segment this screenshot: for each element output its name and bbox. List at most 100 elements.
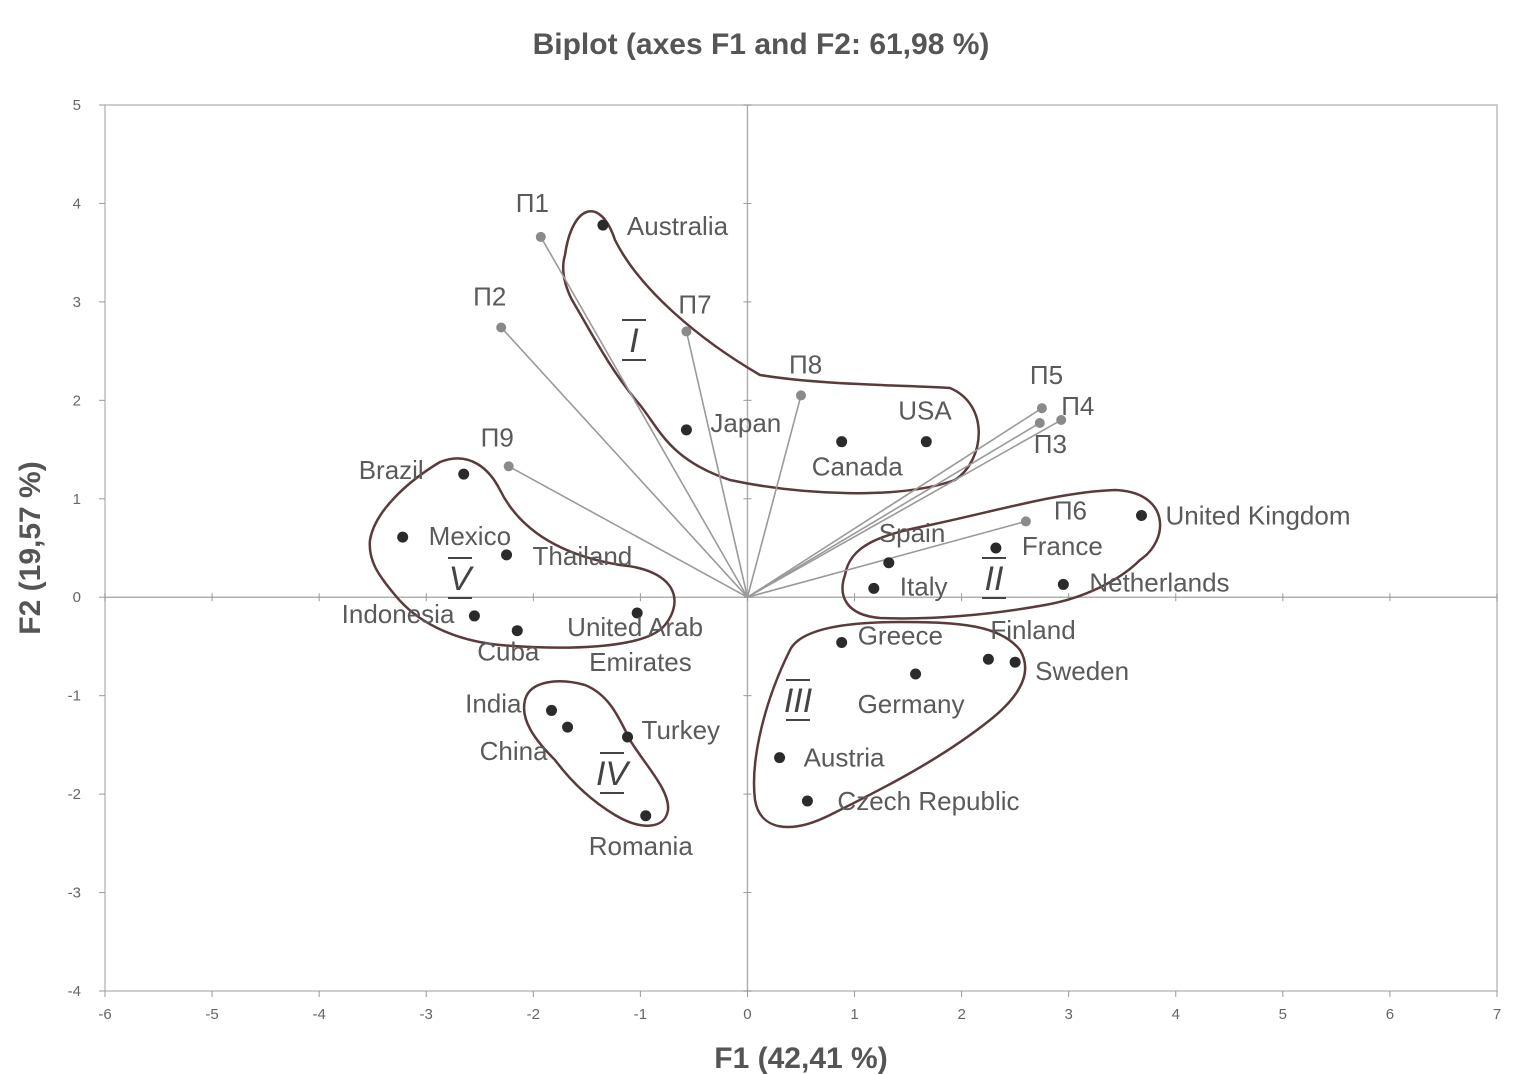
point-china bbox=[562, 721, 574, 733]
point-label-line: Emirates bbox=[589, 647, 692, 677]
point-label-turkey: Turkey bbox=[642, 715, 721, 745]
x-tick-label: 2 bbox=[957, 1006, 965, 1023]
variable-point-п4 bbox=[1056, 415, 1067, 426]
point-label-italy: Italy bbox=[900, 571, 948, 601]
point-label-finland: Finland bbox=[990, 615, 1075, 645]
x-tick-label: 5 bbox=[1279, 1006, 1287, 1023]
x-tick-label: -4 bbox=[312, 1006, 325, 1023]
point-label-india: India bbox=[465, 688, 522, 718]
point-label-line: United Arab bbox=[567, 612, 703, 642]
point-cuba bbox=[511, 625, 523, 637]
variable-label-п9: П9 bbox=[481, 422, 514, 452]
cluster-label-i: I bbox=[629, 322, 639, 360]
cluster-label-iv: IV bbox=[596, 755, 631, 793]
point-italy bbox=[868, 582, 880, 594]
variable-label-п5: П5 bbox=[1030, 360, 1063, 390]
point-brazil bbox=[458, 468, 470, 480]
point-label-indonesia: Indonesia bbox=[342, 599, 455, 629]
point-label-canada: Canada bbox=[812, 452, 904, 482]
variable-label-п1: П1 bbox=[516, 188, 549, 218]
variable-label-п7: П7 bbox=[678, 289, 711, 319]
point-romania bbox=[640, 810, 652, 822]
cluster-label-iii: III bbox=[784, 682, 813, 720]
axes-layer: -6 -5 -4 -3 -2 -1 0 1 2 3 4 5 6 7 5 4 3 2 1 0 -1 -2 -3 -4 bbox=[68, 97, 1502, 1023]
point-label-spain: Spain bbox=[879, 518, 946, 548]
cluster-label-ii: II bbox=[985, 560, 1004, 598]
x-tick-label: 0 bbox=[743, 1006, 751, 1023]
point-france bbox=[990, 542, 1002, 554]
y-tick-label: 2 bbox=[73, 392, 81, 409]
point-label-austria: Austria bbox=[804, 743, 885, 773]
vector-п9 bbox=[508, 465, 748, 598]
point-label-romania: Romania bbox=[589, 831, 694, 861]
y-tick-label: -4 bbox=[68, 983, 81, 1000]
vector-п2 bbox=[500, 326, 749, 598]
cluster-outline-I bbox=[562, 210, 980, 495]
variable-label-п8: П8 bbox=[789, 349, 822, 379]
variable-point-п3 bbox=[1034, 417, 1045, 428]
cluster-outline-IV bbox=[522, 680, 670, 827]
y-tick-label: 4 bbox=[73, 195, 81, 212]
point-japan bbox=[680, 424, 692, 436]
point-label-france: France bbox=[1022, 531, 1103, 561]
plot-frame bbox=[104, 104, 1498, 992]
point-label-usa: USA bbox=[898, 396, 952, 426]
point-usa bbox=[920, 436, 932, 448]
point-label-greece: Greece bbox=[858, 621, 943, 651]
point-label-thailand: Thailand bbox=[533, 541, 633, 571]
variable-label-п2: П2 bbox=[473, 281, 506, 311]
x-tick-label: 4 bbox=[1172, 1006, 1180, 1023]
point-label-brazil: Brazil bbox=[359, 455, 424, 485]
y-tick-label: 0 bbox=[73, 589, 81, 606]
y-tick-label: 1 bbox=[73, 491, 81, 508]
point-label-japan: Japan bbox=[710, 408, 781, 438]
point-label-cuba: Cuba bbox=[477, 637, 540, 667]
x-tick-label: 3 bbox=[1065, 1006, 1073, 1023]
vector-п5 bbox=[747, 407, 1043, 598]
variable-point-п5 bbox=[1036, 403, 1047, 414]
vectors-layer bbox=[496, 231, 1067, 598]
point-label-germany: Germany bbox=[858, 689, 965, 719]
point-label-netherlands: Netherlands bbox=[1089, 567, 1229, 597]
vector-п8 bbox=[746, 395, 802, 598]
point-czech-republic bbox=[801, 795, 813, 807]
point-label-united-kingdom: United Kingdom bbox=[1166, 501, 1351, 531]
point-label-china: China bbox=[480, 736, 548, 766]
point-label-united-arab-emirates: United Arab Emirates bbox=[567, 612, 703, 677]
variable-point-п9 bbox=[503, 461, 514, 472]
y-tick-label: -3 bbox=[68, 885, 81, 902]
vector-п3 bbox=[747, 422, 1041, 598]
point-label-czech-republic: Czech Republic bbox=[837, 786, 1019, 816]
point-label-mexico: Mexico bbox=[429, 521, 511, 551]
point-united-kingdom bbox=[1136, 510, 1148, 522]
x-tick-label: 1 bbox=[850, 1006, 858, 1023]
y-tick-label: 3 bbox=[73, 294, 81, 311]
point-label-sweden: Sweden bbox=[1035, 656, 1129, 686]
point-spain bbox=[883, 557, 895, 569]
variable-point-п8 bbox=[796, 390, 806, 401]
point-indonesia bbox=[468, 610, 480, 622]
points-layer bbox=[397, 219, 1148, 822]
point-australia bbox=[597, 219, 609, 231]
x-tick-label: -3 bbox=[420, 1006, 433, 1023]
y-tick-label: -1 bbox=[68, 688, 81, 705]
cluster-label-v: V bbox=[449, 560, 475, 598]
point-label-australia: Australia bbox=[627, 211, 729, 241]
x-tick-label: -5 bbox=[205, 1006, 218, 1023]
variable-label-п4: П4 bbox=[1061, 391, 1094, 421]
x-tick-label: 6 bbox=[1386, 1006, 1394, 1023]
x-tick-label: 7 bbox=[1493, 1006, 1501, 1023]
point-netherlands bbox=[1057, 578, 1069, 590]
x-tick-label: -1 bbox=[634, 1006, 647, 1023]
variable-point-п2 bbox=[496, 322, 507, 333]
y-tick-label: -2 bbox=[68, 786, 81, 803]
x-tick-label: -6 bbox=[98, 1006, 111, 1023]
point-greece bbox=[836, 637, 848, 649]
point-india bbox=[546, 704, 558, 716]
vector-п4 bbox=[747, 419, 1062, 598]
cluster-outline-III bbox=[752, 620, 1027, 829]
y-axis-title: F2 (19,57 %) bbox=[14, 461, 47, 634]
point-mexico bbox=[397, 531, 409, 543]
cluster-outline-V bbox=[368, 457, 676, 649]
